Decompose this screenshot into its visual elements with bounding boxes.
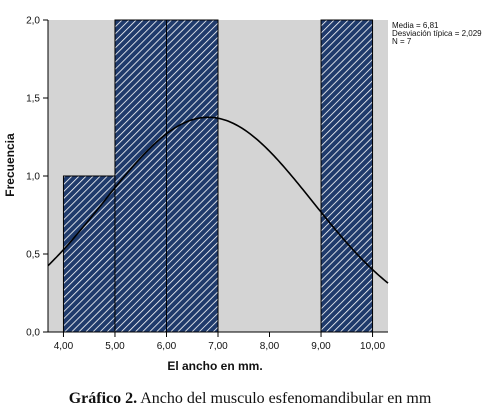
x-tick-label: 8,00 — [260, 341, 280, 352]
y-tick-label: 0,0 — [26, 328, 40, 339]
y-tick-label: 1,5 — [26, 94, 40, 105]
x-axis-title: El ancho en mm. — [167, 359, 262, 373]
caption-text: Ancho del musculo esfenomandibular en mm — [137, 390, 432, 407]
x-tick-label: 5,00 — [105, 341, 125, 352]
histogram-chart: 0,0 0,5 1,0 1,5 2,0 4,00 5,00 6,00 7,00 8,00 9,00 1… — [3, 16, 482, 374]
y-axis-title: Frecuencia — [3, 133, 17, 197]
bars-layer — [62, 19, 374, 333]
stats-line-1: Desviación típica = 2,029 — [392, 29, 482, 38]
stats-line-0: Media = 6,81 — [392, 21, 439, 30]
stats-line-2: N = 7 — [392, 37, 412, 46]
histogram-bar-0 — [62, 175, 116, 333]
x-tick-label: 9,00 — [311, 341, 331, 352]
x-tick-label: 6,00 — [157, 341, 177, 352]
histogram-bar-5 — [320, 19, 374, 333]
x-tick-label: 7,00 — [208, 341, 228, 352]
normal-curve — [47, 116, 389, 284]
axes-layer: 0,0 0,5 1,0 1,5 2,0 4,00 5,00 6,00 7,00 8,00 9,00 1… — [26, 16, 388, 352]
histogram-bar-2 — [165, 19, 219, 333]
histogram-bar-1 — [114, 19, 167, 333]
x-tick-label: 4,00 — [54, 341, 74, 352]
caption-label: Gráfico 2. — [68, 390, 138, 407]
y-tick-label: 0,5 — [26, 250, 40, 261]
y-tick-label: 1,0 — [26, 172, 40, 183]
x-tick-label: 10,00 — [360, 341, 385, 352]
y-tick-label: 2,0 — [26, 16, 40, 27]
figure-caption: Gráfico 2. Ancho del musculo esfenomandi… — [0, 390, 500, 408]
